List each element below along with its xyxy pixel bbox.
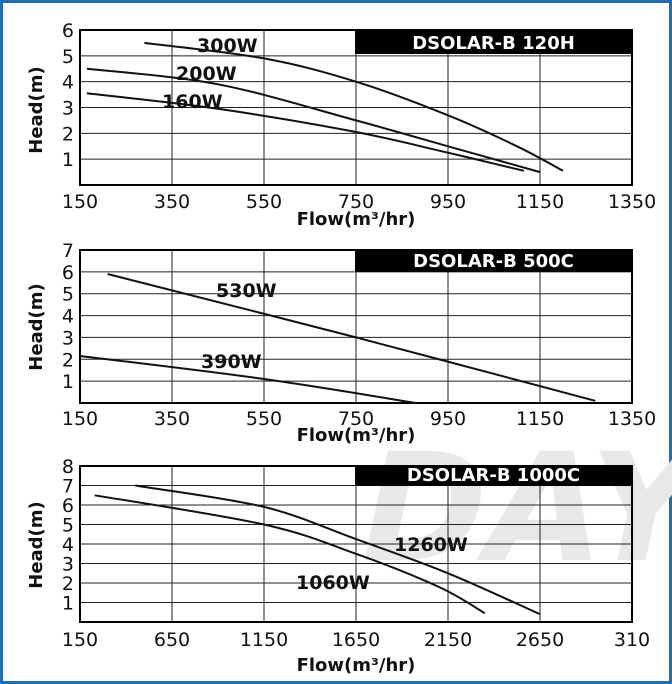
x-tick-label: 350: [154, 408, 190, 430]
x-tick-label: 950: [430, 191, 466, 213]
y-tick-label: 2: [62, 349, 74, 371]
x-tick-label: 1350: [608, 408, 656, 430]
y-tick-label: 4: [62, 534, 74, 556]
y-axis-label: Head(m): [26, 283, 47, 371]
x-tick-label: 1350: [608, 191, 656, 213]
x-tick-label: 150: [62, 191, 98, 213]
y-tick-label: 6: [62, 262, 74, 284]
y-tick-label: 1: [62, 149, 74, 171]
y-tick-label: 1: [62, 371, 74, 393]
y-axis-label: Head(m): [26, 501, 47, 589]
series-line-1260w: [135, 484, 541, 616]
x-tick-label: 1650: [332, 629, 380, 651]
y-tick-label: 6: [62, 20, 74, 42]
y-tick-label: 8: [62, 456, 74, 478]
x-tick-label: 950: [430, 408, 466, 430]
series-label-1260w: 1260W: [394, 534, 468, 556]
y-tick-label: 3: [62, 554, 74, 576]
y-tick-label: 1: [62, 593, 74, 615]
x-axis-label: Flow(m³/hr): [297, 209, 416, 230]
series-label-160w: 160W: [162, 91, 223, 113]
watermark-text: DAY: [343, 421, 672, 596]
x-tick-label: 310: [614, 629, 650, 651]
x-tick-label: 1150: [240, 629, 288, 651]
x-axis-label: Flow(m³/hr): [297, 425, 416, 446]
series-line-200w: [86, 67, 541, 174]
series-label-300w: 300W: [197, 35, 258, 57]
chart-title-banner: [355, 250, 632, 272]
chart-title-banner: [355, 466, 632, 486]
x-tick-label: 750: [338, 408, 374, 430]
y-tick-label: 7: [62, 476, 74, 498]
x-tick-label: 2150: [424, 629, 472, 651]
y-tick-label: 3: [62, 327, 74, 349]
series-label-390w: 390W: [201, 351, 262, 373]
y-axis-label: Head(m): [26, 66, 47, 154]
chart-title-banner: [355, 30, 632, 54]
series-line-160w: [86, 92, 525, 172]
x-axis-label: Flow(m³/hr): [297, 655, 416, 676]
chart-title: DSOLAR-B 120H: [412, 33, 575, 54]
y-tick-label: 3: [62, 98, 74, 120]
x-tick-label: 550: [246, 191, 282, 213]
series-label-530w: 530W: [216, 280, 277, 302]
series-line-530w: [107, 273, 596, 402]
x-tick-label: 150: [62, 408, 98, 430]
chart-1: DSOLAR-B 120H 1 2 3 4 5 6 150 350 550 750 950 1150 13…: [26, 20, 656, 230]
y-tick-label: 5: [62, 284, 74, 306]
series-line-390w: [79, 355, 416, 404]
series-line-300w: [144, 41, 564, 172]
x-tick-label: 1150: [516, 408, 564, 430]
y-tick-label: 5: [62, 46, 74, 68]
x-tick-label: 2650: [516, 629, 564, 651]
y-tick-label: 5: [62, 515, 74, 537]
x-tick-label: 350: [154, 191, 190, 213]
series-label-200w: 200W: [176, 63, 237, 85]
x-tick-label: 550: [246, 408, 282, 430]
x-tick-label: 750: [338, 191, 374, 213]
x-tick-label: 150: [62, 629, 98, 651]
y-tick-label: 6: [62, 495, 74, 517]
y-tick-label: 4: [62, 72, 74, 94]
y-tick-label: 2: [62, 573, 74, 595]
x-tick-label: 1150: [516, 191, 564, 213]
y-tick-label: 4: [62, 306, 74, 328]
series-line-1060w: [94, 494, 486, 615]
chart-title: DSOLAR-B 1000C: [407, 465, 580, 486]
y-tick-label: 2: [62, 123, 74, 145]
x-tick-label: 650: [154, 629, 190, 651]
chart-title: DSOLAR-B 500C: [413, 251, 574, 272]
series-label-1060w: 1060W: [296, 572, 370, 594]
y-tick-label: 7: [62, 240, 74, 262]
